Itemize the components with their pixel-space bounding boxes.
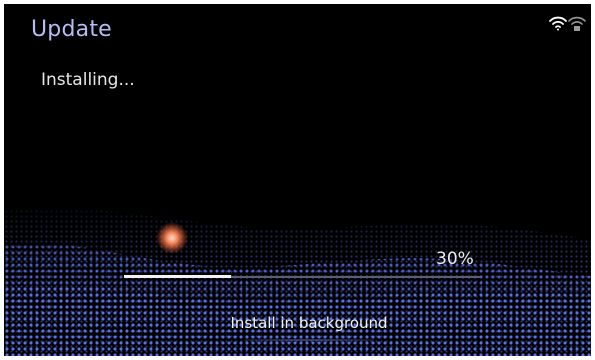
wifi-secure-icon [568,16,586,31]
progress-bar-fill [124,275,231,278]
update-screen: Update Installing... 30% Install in back… [4,4,591,356]
status-icons [547,13,587,33]
wifi-icon [549,16,567,31]
progress-percent: 30% [436,249,474,269]
installing-status: Installing... [41,70,135,90]
glow-orb [156,222,188,254]
page-title: Update [31,17,112,42]
install-in-background-button[interactable]: Install in background [230,314,388,332]
button-highlight [244,339,374,341]
wave-background [4,194,591,356]
progress-bar [124,275,480,278]
